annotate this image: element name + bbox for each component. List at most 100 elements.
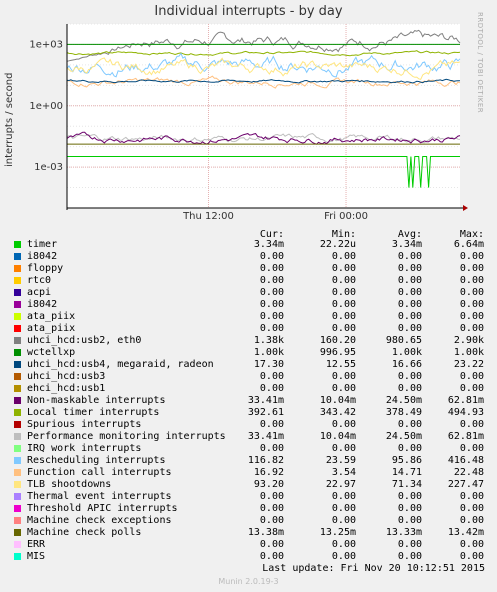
legend-item: Function call interrupts 16.92 3.54 14.71 22… [0, 467, 497, 479]
legend-item: MIS 0.00 0.00 0.00 0.00 [0, 551, 497, 563]
legend-min: 10.04m [319, 395, 356, 406]
legend-cur: 13.38m [247, 527, 284, 538]
legend-avg: 0.00 [397, 443, 422, 454]
legend-cur: 0.00 [259, 443, 284, 454]
legend-swatch [14, 289, 21, 296]
legend-min: 0.00 [331, 275, 356, 286]
rrdtool-credit: RRDTOOL / TOBI OETIKER [476, 12, 484, 114]
legend-min: 0.00 [331, 491, 356, 502]
legend-cur: 33.41m [247, 431, 284, 442]
legend-min: 0.00 [331, 503, 356, 514]
series-line [66, 57, 461, 81]
legend-name: ERR [27, 539, 46, 550]
series-line [66, 133, 461, 144]
legend-item: floppy 0.00 0.00 0.00 0.00 [0, 263, 497, 275]
legend-name: Performance monitoring interrupts [27, 431, 226, 442]
legend-swatch [14, 481, 21, 488]
legend-cur: 0.00 [259, 419, 284, 430]
legend-min: 22.22u [319, 239, 356, 250]
legend-item: i8042 0.00 0.00 0.00 0.00 [0, 299, 497, 311]
legend-name: TLB shootdowns [27, 479, 112, 490]
legend-min: 3.54 [331, 467, 356, 478]
legend-avg: 0.00 [397, 311, 422, 322]
legend-avg: 0.00 [397, 503, 422, 514]
legend-cur: 93.20 [253, 479, 284, 490]
legend-max: 0.00 [459, 503, 484, 514]
legend-name: timer [27, 239, 58, 250]
legend-swatch [14, 385, 21, 392]
series-line [66, 50, 461, 57]
legend-item: uhci_hcd:usb4, megaraid, radeon 17.30 12.5… [0, 359, 497, 371]
legend-max: 62.81m [447, 431, 484, 442]
y-tick-label: 1e-03 [34, 162, 63, 173]
legend-cur: 0.00 [259, 323, 284, 334]
legend-swatch [14, 433, 21, 440]
legend-item: uhci_hcd:usb2, eth0 1.38k 160.20 980.65 2.90… [0, 335, 497, 347]
legend-avg: 0.00 [397, 539, 422, 550]
legend-max: 0.00 [459, 287, 484, 298]
legend-item: ehci_hcd:usb1 0.00 0.00 0.00 0.00 [0, 383, 497, 395]
legend-min: 23.59 [325, 455, 356, 466]
legend-min: 996.95 [319, 347, 356, 358]
legend-min: 0.00 [331, 383, 356, 394]
legend-max: 416.48 [447, 455, 484, 466]
legend-max: 0.00 [459, 443, 484, 454]
legend-name: uhci_hcd:usb4, megaraid, radeon [27, 359, 214, 370]
legend-cur: 0.00 [259, 263, 284, 274]
legend-cur: 116.82 [247, 455, 284, 466]
legend-min: 10.04m [319, 431, 356, 442]
legend-max: 0.00 [459, 299, 484, 310]
legend-name: Non-maskable interrupts [27, 395, 166, 406]
legend-min: 0.00 [331, 371, 356, 382]
legend-max: 0.00 [459, 323, 484, 334]
x-axis-arrow [463, 205, 468, 211]
series-line [66, 78, 461, 84]
legend-name: ata_piix [27, 323, 76, 334]
series-lines [66, 29, 461, 188]
legend-name: ehci_hcd:usb1 [27, 383, 106, 394]
legend-avg: 980.65 [385, 335, 422, 346]
last-update: Last update: Fri Nov 20 10:12:51 2015 [262, 563, 485, 574]
legend-avg: 16.66 [391, 359, 422, 370]
legend-cur: 1.38k [253, 335, 284, 346]
legend-name: Machine check exceptions [27, 515, 172, 526]
header-min: Min: [331, 229, 356, 240]
legend-swatch [14, 505, 21, 512]
legend-name: uhci_hcd:usb3 [27, 371, 106, 382]
legend-swatch [14, 493, 21, 500]
legend-avg: 0.00 [397, 263, 422, 274]
legend-item: acpi 0.00 0.00 0.00 0.00 [0, 287, 497, 299]
y-tick-label: 1e+03 [29, 39, 63, 50]
legend-swatch [14, 301, 21, 308]
legend-cur: 16.92 [253, 467, 284, 478]
legend-swatch [14, 553, 21, 560]
legend-name: Local timer interrupts [27, 407, 160, 418]
legend-max: 0.00 [459, 383, 484, 394]
legend-item: ata_piix 0.00 0.00 0.00 0.00 [0, 311, 497, 323]
legend-cur: 0.00 [259, 311, 284, 322]
legend-item: wctellxp 1.00k 996.95 1.00k 1.00k [0, 347, 497, 359]
legend-name: i8042 [27, 299, 58, 310]
legend-avg: 24.50m [385, 431, 422, 442]
legend-swatch [14, 349, 21, 356]
legend-name: Rescheduling interrupts [27, 455, 166, 466]
legend-swatch [14, 517, 21, 524]
legend-swatch [14, 457, 21, 464]
legend-item: ERR 0.00 0.00 0.00 0.00 [0, 539, 497, 551]
legend-item: Thermal event interrupts 0.00 0.00 0.00 0.00 [0, 491, 497, 503]
series-line [66, 29, 461, 62]
y-tick-label: 1e+00 [29, 101, 63, 112]
legend-max: 2.90k [453, 335, 484, 346]
legend-cur: 0.00 [259, 371, 284, 382]
legend-min: 0.00 [331, 311, 356, 322]
legend-max: 23.22 [453, 359, 484, 370]
legend-max: 0.00 [459, 263, 484, 274]
legend-avg: 24.50m [385, 395, 422, 406]
legend-item: Threshold APIC interrupts 0.00 0.00 0.00 0.0… [0, 503, 497, 515]
legend-swatch [14, 529, 21, 536]
legend-cur: 33.41m [247, 395, 284, 406]
legend-min: 13.25m [319, 527, 356, 538]
legend-swatch [14, 265, 21, 272]
plot-area [67, 24, 460, 208]
legend-max: 0.00 [459, 551, 484, 562]
